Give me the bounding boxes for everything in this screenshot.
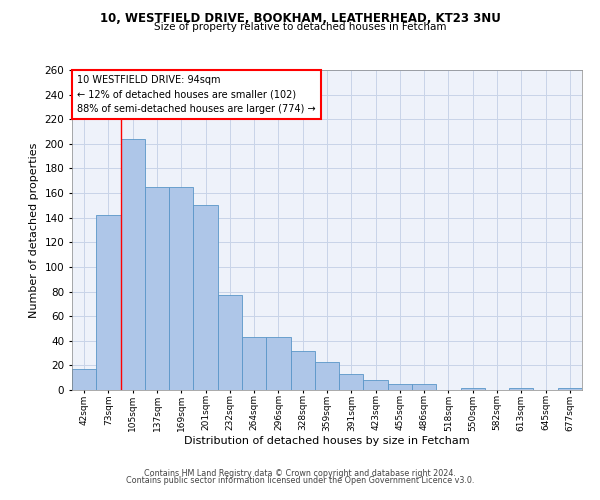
- Bar: [145, 187, 169, 390]
- Bar: [509, 388, 533, 390]
- Text: 10 WESTFIELD DRIVE: 94sqm
← 12% of detached houses are smaller (102)
88% of semi: 10 WESTFIELD DRIVE: 94sqm ← 12% of detac…: [77, 75, 316, 114]
- X-axis label: Distribution of detached houses by size in Fetcham: Distribution of detached houses by size …: [184, 436, 470, 446]
- Bar: [290, 350, 315, 390]
- Bar: [72, 369, 96, 390]
- Bar: [169, 187, 193, 390]
- Bar: [193, 206, 218, 390]
- Bar: [242, 337, 266, 390]
- Bar: [412, 384, 436, 390]
- Bar: [266, 337, 290, 390]
- Bar: [364, 380, 388, 390]
- Y-axis label: Number of detached properties: Number of detached properties: [29, 142, 39, 318]
- Bar: [315, 362, 339, 390]
- Bar: [388, 384, 412, 390]
- Bar: [96, 215, 121, 390]
- Text: Contains public sector information licensed under the Open Government Licence v3: Contains public sector information licen…: [126, 476, 474, 485]
- Bar: [461, 388, 485, 390]
- Bar: [339, 374, 364, 390]
- Text: Size of property relative to detached houses in Fetcham: Size of property relative to detached ho…: [154, 22, 446, 32]
- Bar: [218, 295, 242, 390]
- Bar: [121, 139, 145, 390]
- Text: 10, WESTFIELD DRIVE, BOOKHAM, LEATHERHEAD, KT23 3NU: 10, WESTFIELD DRIVE, BOOKHAM, LEATHERHEA…: [100, 12, 500, 26]
- Bar: [558, 388, 582, 390]
- Text: Contains HM Land Registry data © Crown copyright and database right 2024.: Contains HM Land Registry data © Crown c…: [144, 468, 456, 477]
